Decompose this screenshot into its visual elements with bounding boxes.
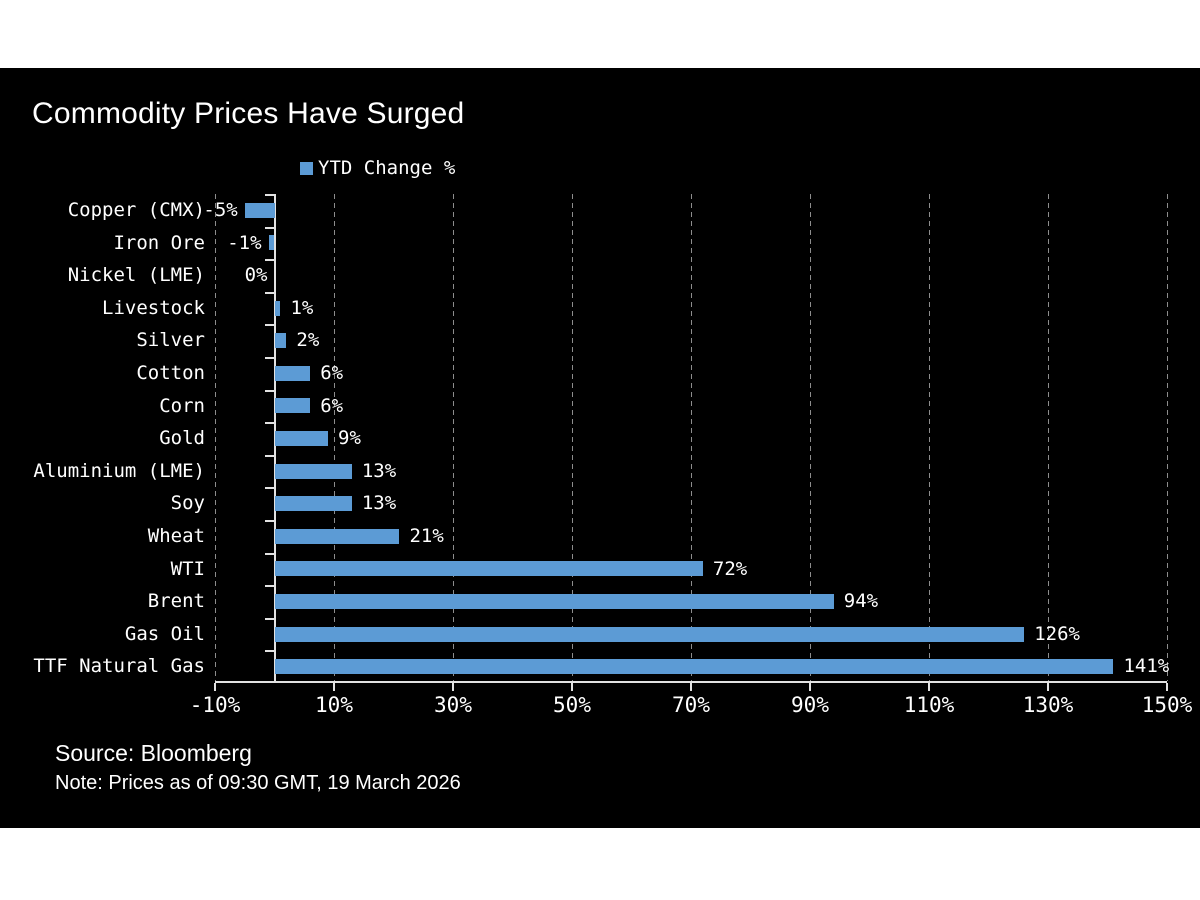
x-axis-tick	[928, 683, 930, 691]
bar	[244, 202, 275, 218]
category-boundary-tick	[264, 324, 274, 327]
bar	[274, 333, 287, 349]
category-label: Gas Oil	[124, 622, 205, 645]
chart-panel: Commodity Prices Have Surged YTD Change …	[0, 68, 1200, 828]
category-label: Nickel (LME)	[67, 264, 205, 287]
bar	[274, 398, 311, 414]
category-boundary-tick	[264, 650, 274, 653]
gridline	[928, 194, 930, 681]
category-label: Brent	[147, 590, 205, 613]
x-tick-label: -10%	[189, 693, 241, 717]
x-axis-tick	[809, 683, 811, 691]
gridline	[809, 194, 811, 681]
category-boundary-tick	[264, 454, 274, 457]
bar-value-label: 6%	[320, 362, 344, 384]
category-label: Livestock	[102, 296, 205, 319]
plot-area: -10% 10% 30% 50% 70% 90% 110% 130% 150% -5% -1% 0% 1…	[190, 194, 1192, 717]
chart-title: Commodity Prices Have Surged	[32, 97, 465, 130]
x-axis-tick	[1047, 683, 1049, 691]
bar-value-label: -1%	[227, 231, 262, 254]
category-boundary-tick	[264, 226, 274, 229]
gridline	[690, 194, 692, 681]
bar	[274, 300, 281, 316]
category-label: Cotton	[136, 362, 205, 384]
category-boundary-tick	[264, 259, 274, 262]
bar	[274, 528, 400, 544]
category-label: Soy	[170, 492, 205, 515]
gridline	[1047, 194, 1049, 681]
bar	[274, 561, 703, 577]
x-axis-tick	[690, 683, 692, 691]
x-tick-label: 110%	[903, 693, 955, 717]
category-label: Iron Ore	[113, 231, 205, 254]
bar-value-label: 2%	[296, 329, 320, 352]
category-boundary-tick	[264, 487, 274, 490]
gridline	[333, 194, 335, 681]
category-axis-labels: Copper (CMX) Iron Ore Nickel (LME) Livestoc…	[0, 194, 205, 683]
category-label: Aluminium (LME)	[33, 459, 205, 482]
bar-value-label: 13%	[361, 459, 397, 482]
category-label: TTF Natural Gas	[33, 655, 205, 678]
x-tick-label: 10%	[315, 693, 353, 717]
bar-value-label: 6%	[320, 394, 344, 417]
x-tick-label: 30%	[434, 693, 472, 717]
x-axis-tick	[452, 683, 454, 691]
category-boundary-tick	[264, 552, 274, 555]
x-axis-tick	[571, 683, 573, 691]
category-boundary-tick	[264, 617, 274, 620]
bar	[268, 235, 275, 251]
category-label: Silver	[136, 329, 205, 352]
bar-value-label: 0%	[244, 264, 268, 287]
x-tick-label: 130%	[1022, 693, 1074, 717]
category-boundary-tick	[264, 585, 274, 588]
x-axis-tick	[214, 683, 216, 691]
bar-value-label: 21%	[409, 525, 444, 547]
category-label: Wheat	[147, 525, 205, 547]
bar-value-label: 141%	[1123, 655, 1170, 678]
legend-swatch-icon	[300, 161, 313, 175]
category-label: Copper (CMX)	[67, 199, 205, 221]
x-tick-label: 90%	[791, 693, 829, 717]
gridline	[452, 194, 454, 681]
category-label: Corn	[159, 394, 205, 417]
x-axis-tick	[1166, 683, 1168, 691]
category-label: Gold	[159, 427, 205, 450]
source-text: Source: Bloomberg	[55, 740, 252, 766]
gridline	[571, 194, 573, 681]
category-boundary-tick	[264, 194, 274, 196]
bar	[274, 594, 834, 609]
bar	[274, 431, 329, 446]
category-boundary-tick	[264, 389, 274, 392]
bar-value-label: 94%	[843, 590, 879, 613]
x-tick-label: 150%	[1141, 693, 1193, 717]
bar	[274, 463, 352, 479]
bar-value-label: -5%	[203, 199, 238, 221]
bar-value-label: 72%	[712, 557, 748, 580]
note-text: Note: Prices as of 09:30 GMT, 19 March 2…	[55, 772, 461, 794]
bar	[274, 496, 352, 512]
category-boundary-tick	[264, 520, 274, 522]
x-axis-tick	[333, 683, 335, 691]
legend-label: YTD Change %	[318, 157, 456, 179]
bar	[274, 365, 311, 381]
gridline	[214, 194, 216, 681]
bar	[274, 659, 1114, 675]
gridline	[1166, 194, 1168, 681]
bar-value-label: 126%	[1034, 622, 1080, 645]
category-boundary-tick	[264, 357, 274, 359]
x-tick-label: 50%	[553, 693, 591, 717]
bar-value-label: 13%	[361, 492, 397, 515]
bar-value-label: 9%	[338, 427, 361, 450]
legend: YTD Change %	[300, 157, 455, 179]
category-label: WTI	[170, 557, 205, 580]
category-boundary-tick	[264, 422, 274, 425]
category-boundary-tick	[264, 291, 274, 294]
category-boundary-tick	[264, 681, 274, 683]
bar-value-label: 1%	[290, 296, 314, 319]
x-tick-label: 70%	[672, 693, 710, 717]
bar	[274, 626, 1025, 642]
